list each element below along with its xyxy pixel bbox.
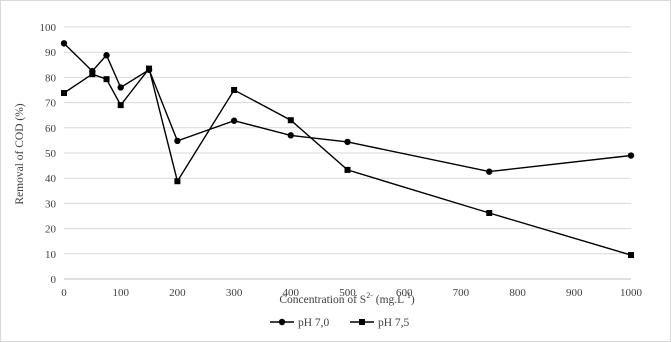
data-point-ph70 (103, 52, 110, 59)
data-point-ph75 (486, 209, 493, 216)
legend-marker-ph75 (359, 319, 365, 325)
data-point-ph70 (174, 137, 181, 145)
y-axis-label: Removal of COD (%) (14, 103, 26, 204)
data-point-ph70 (486, 168, 493, 175)
x-axis-label-superscript: 2- (366, 291, 373, 300)
x-tick-label: 200 (169, 287, 186, 299)
data-point-ph70 (627, 152, 635, 159)
x-tick-label: 1000 (620, 287, 643, 299)
y-tick-label: 90 (45, 47, 57, 59)
data-point-ph75 (174, 178, 181, 185)
x-tick-labels: 0 100 200 300 400 500 600 700 800 900 1000 (61, 287, 642, 299)
series-group (60, 40, 635, 259)
data-point-ph75 (61, 90, 67, 97)
x-axis-label: Concentration of S2- (mg.L-1) (279, 291, 415, 306)
y-tick-label: 80 (45, 72, 57, 84)
data-point-ph70 (117, 84, 124, 91)
legend-marker-ph70 (278, 318, 286, 326)
legend: pH 7,0 pH 7,5 (270, 317, 410, 329)
x-tick-label: 500 (339, 287, 356, 299)
data-point-ph70 (344, 138, 351, 146)
data-point-ph70 (60, 40, 68, 47)
legend-label-ph75: pH 7,5 (378, 317, 410, 329)
data-point-ph75 (146, 65, 153, 72)
y-tick-label: 60 (45, 123, 57, 135)
x-axis-label-unit-superscript: -1 (404, 291, 411, 300)
y-tick-label: 0 (51, 274, 57, 286)
x-tick-label: 600 (396, 287, 413, 299)
data-point-ph70 (230, 117, 238, 124)
y-tick-labels: 0 10 20 30 40 50 60 70 80 90 100 (40, 22, 57, 286)
legend-item-ph75: pH 7,5 (350, 317, 410, 329)
legend-label-ph70: pH 7,0 (298, 317, 330, 329)
data-point-ph75 (231, 87, 238, 93)
legend-item-ph70: pH 7,0 (270, 317, 330, 329)
y-tick-label: 70 (45, 98, 57, 110)
y-tick-label: 20 (45, 224, 57, 236)
x-axis-label-unit-close: ) (411, 294, 415, 306)
x-tick-label: 700 (453, 287, 470, 299)
x-tick-label: 800 (509, 287, 526, 299)
data-point-ph75 (117, 102, 124, 109)
x-tick-label: 400 (283, 287, 300, 299)
data-point-ph70 (287, 132, 294, 139)
x-tick-label: 0 (61, 287, 67, 299)
x-tick-label: 100 (112, 287, 129, 299)
x-axis-label-unit-open: (mg.L (373, 294, 404, 306)
data-point-ph75 (344, 166, 351, 173)
data-point-ph75 (103, 76, 110, 83)
y-tick-label: 40 (45, 173, 57, 185)
gridlines (64, 26, 631, 280)
data-point-ph75 (628, 252, 634, 259)
y-tick-label: 50 (45, 148, 57, 160)
x-axis-label-main: Concentration of S (279, 294, 366, 306)
x-tick-label: 300 (226, 287, 243, 299)
y-tick-label: 30 (45, 198, 57, 210)
data-point-ph75 (89, 71, 96, 78)
y-tick-label: 100 (40, 22, 57, 34)
y-tick-label: 10 (45, 249, 57, 261)
data-point-ph75 (287, 117, 294, 124)
x-tick-label: 900 (566, 287, 583, 299)
